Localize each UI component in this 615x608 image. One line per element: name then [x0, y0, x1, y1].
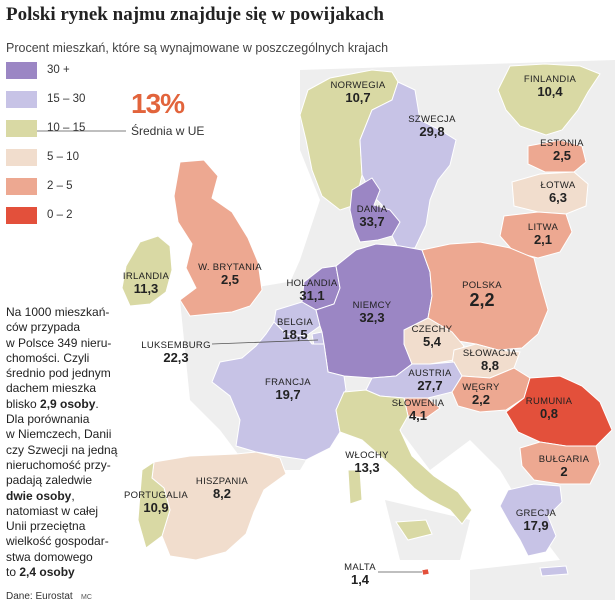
label-dania: DANIA 33,7 — [356, 204, 388, 229]
source-note: Dane: Eurostat — [6, 591, 73, 602]
label-wlochy: WŁOCHY 13,3 — [345, 450, 389, 475]
page-subtitle: Procent mieszkań, które są wynajmowane w… — [6, 41, 389, 55]
label-bulgaria: BUŁGARIA 2 — [538, 454, 590, 479]
label-szwecja: SZWECJA 29,8 — [408, 114, 456, 139]
legend-label: 10 – 15 — [47, 122, 86, 134]
country-wlochy — [335, 389, 473, 541]
label-slowenia: SŁOWENIA 4,1 — [391, 398, 445, 423]
legend-item: 0 – 2 — [6, 207, 126, 227]
label-finlandia: FINLANDIA 10,4 — [523, 74, 577, 99]
author-credit: MC — [81, 594, 92, 601]
country-w-brytania — [173, 159, 263, 317]
label-grecja: GRECJA 17,9 — [515, 508, 557, 533]
country-francja — [211, 321, 347, 461]
legend-label: 30 + — [47, 64, 70, 76]
legend-label: 5 – 10 — [47, 151, 79, 163]
label-hiszpania: HISZPANIA 8,2 — [195, 476, 249, 501]
label-rumunia: RUMUNIA 0,8 — [525, 396, 573, 421]
country-finlandia — [497, 63, 601, 136]
country-malta — [421, 568, 430, 576]
label-francja: FRANCJA 19,7 — [265, 377, 311, 402]
country-rumunia — [505, 375, 613, 447]
legend-label: 0 – 2 — [47, 209, 73, 221]
legend-label: 2 – 5 — [47, 180, 73, 192]
legend-item: 5 – 10 — [6, 149, 126, 169]
country-irlandia — [121, 235, 173, 307]
country-bulgaria — [519, 441, 601, 485]
label-luksemburg: LUKSEMBURG 22,3 — [141, 340, 211, 365]
legend-item: 30 + — [6, 62, 126, 82]
label-norwegia: NORWEGIA 10,7 — [330, 80, 386, 105]
side-note: Na 1000 mieszkań- ców przypada w Polsce … — [6, 305, 118, 580]
legend-swatch — [6, 62, 37, 79]
country-portugalia — [137, 460, 171, 549]
legend-item: 15 – 30 — [6, 91, 126, 111]
label-malta: MALTA 1,4 — [344, 562, 376, 587]
legend-item: 10 – 15 — [6, 120, 126, 140]
label-estonia: ESTONIA 2,5 — [540, 138, 584, 163]
label-polska: POLSKA 2,2 — [462, 280, 502, 310]
label-holandia: HOLANDIA 31,1 — [286, 278, 338, 303]
label-irlandia: IRLANDIA 11,3 — [122, 271, 170, 296]
leader-line-luksemburg — [211, 339, 319, 345]
label-w-brytania: W. BRYTANIA 2,5 — [198, 262, 262, 287]
label-lotwa: ŁOTWA 6,3 — [540, 180, 576, 205]
label-wegry: WĘGRY 2,2 — [462, 382, 500, 407]
page-title: Polski rynek najmu znajduje się w powija… — [6, 4, 384, 25]
label-slowacja: SŁOWACJA 8,8 — [462, 348, 518, 373]
legend-swatch — [6, 178, 37, 195]
label-litwa: LITWA 2,1 — [527, 222, 559, 247]
eu-average-label: Średnia w UE — [131, 124, 205, 138]
legend-swatch — [6, 91, 37, 108]
country-lotwa — [511, 171, 589, 215]
country-estonia — [527, 139, 587, 173]
legend-swatch — [6, 207, 37, 224]
legend-swatch — [6, 149, 37, 166]
country-grecja — [499, 483, 569, 577]
label-niemcy: NIEMCY 32,3 — [352, 300, 392, 325]
label-belgia: BELGIA 18,5 — [276, 317, 314, 342]
label-austria: AUSTRIA 27,7 — [408, 368, 452, 393]
label-portugalia: PORTUGALIA 10,9 — [123, 490, 189, 515]
country-polska — [421, 241, 549, 351]
legend-label: 15 – 30 — [47, 93, 86, 105]
eu-average-value: 13% — [131, 88, 185, 119]
label-czechy: CZECHY 5,4 — [411, 324, 453, 349]
legend-item: 2 – 5 — [6, 178, 126, 198]
country-dania — [349, 177, 401, 243]
country-litwa — [499, 211, 573, 259]
legend-swatch — [6, 120, 37, 137]
